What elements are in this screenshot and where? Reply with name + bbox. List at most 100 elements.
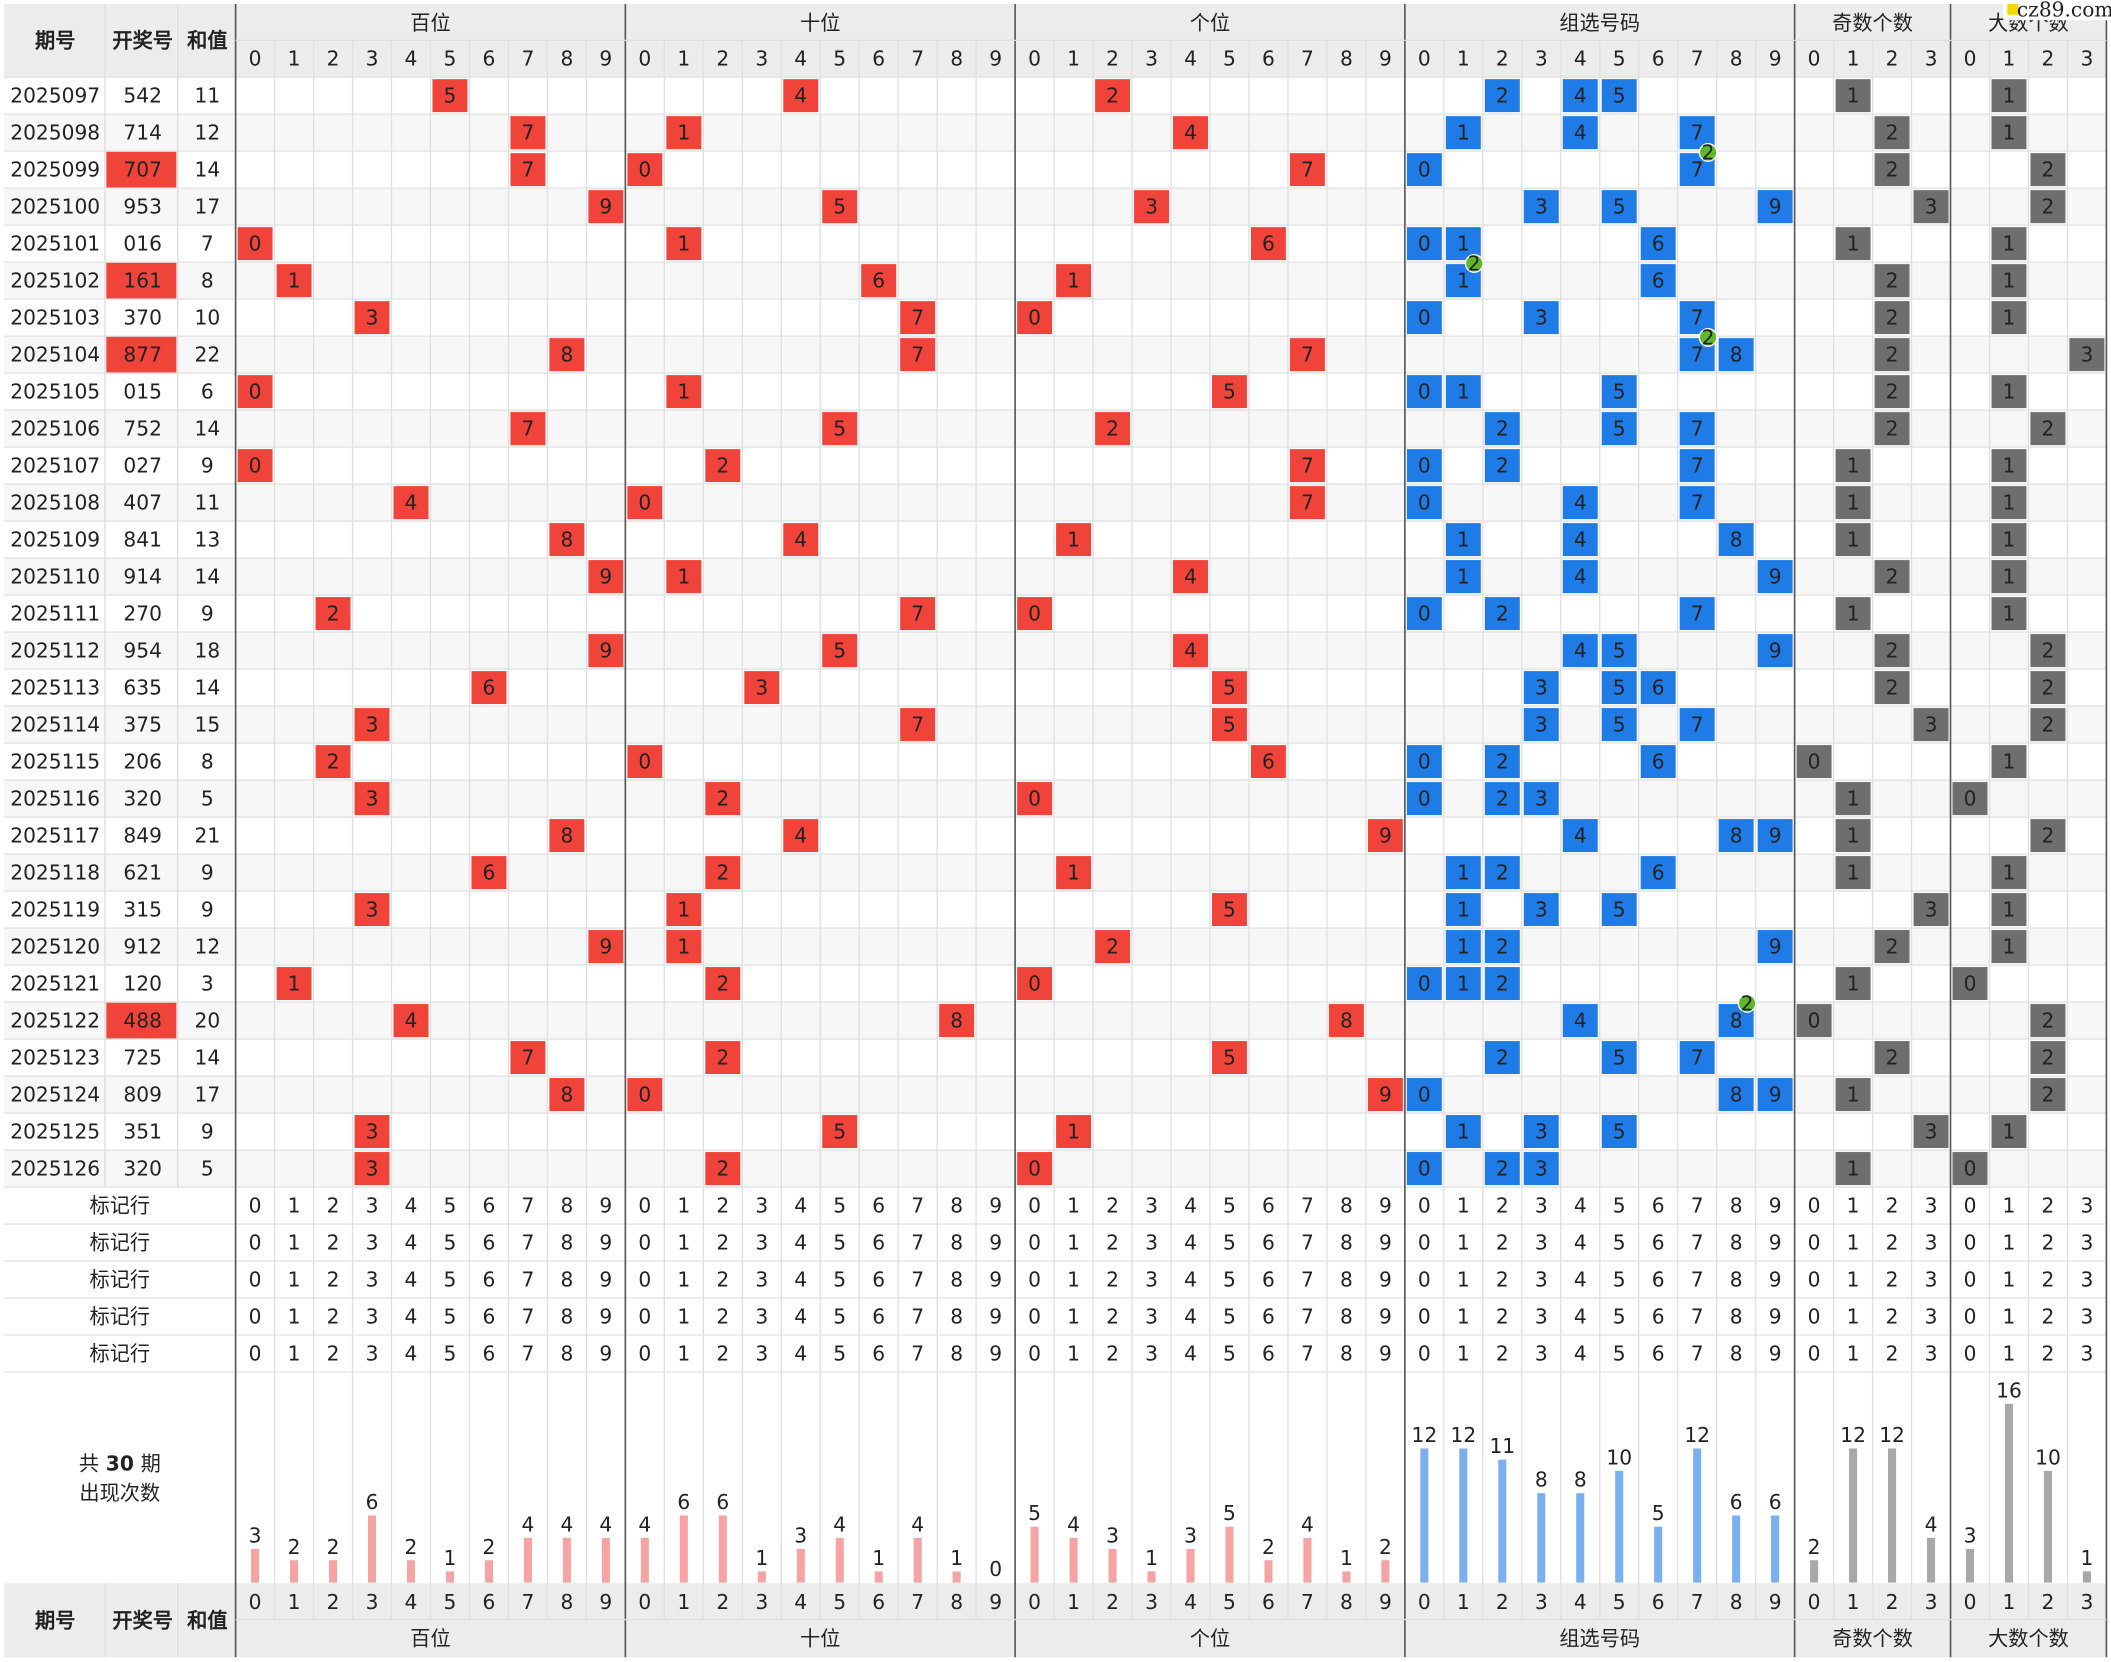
digit-header: 5	[444, 47, 457, 71]
big-count-cell	[1952, 967, 1988, 1001]
draw: 120	[123, 972, 162, 996]
position-digit: 3	[366, 306, 379, 330]
marker-digit: 3	[366, 1305, 379, 1329]
count-label: 12	[1450, 1423, 1476, 1447]
marker-digit: 9	[1379, 1305, 1392, 1329]
marker-digit: 6	[1262, 1194, 1275, 1218]
sum: 7	[201, 232, 214, 256]
odd-count: 1	[1847, 602, 1860, 626]
column-header: 期号	[35, 1608, 75, 1632]
count-label: 1	[950, 1546, 963, 1570]
position-digit-cell	[666, 116, 702, 150]
group-digit-cell	[1445, 893, 1481, 927]
count-label: 0	[989, 1557, 1002, 1581]
position-digit-cell	[276, 967, 312, 1001]
group-digit-cell	[1679, 708, 1715, 742]
digit-header: 1	[2003, 1590, 2016, 1614]
marker-digit: 8	[1340, 1194, 1353, 1218]
group-digit-cell	[1601, 79, 1637, 113]
draw: 877	[123, 343, 162, 367]
marker-digit: 6	[1652, 1194, 1665, 1218]
group-digit: 2	[1496, 935, 1509, 959]
marker-digit: 0	[638, 1194, 651, 1218]
section-title: 百位	[410, 1626, 450, 1650]
odd-count: 2	[1886, 158, 1899, 182]
digit-header: 2	[327, 1590, 340, 1614]
row-bg	[4, 410, 2107, 448]
digit-header: 6	[872, 47, 885, 71]
marker-digit: 5	[1223, 1194, 1236, 1218]
count-bar	[679, 1515, 688, 1583]
group-digit: 5	[1613, 380, 1626, 404]
group-digit: 2	[1496, 861, 1509, 885]
position-digit: 4	[1184, 565, 1197, 589]
big-count-cell	[1991, 449, 2027, 483]
big-count: 0	[1964, 972, 1977, 996]
marker-digit: 9	[1379, 1194, 1392, 1218]
digit-header: 8	[560, 47, 573, 71]
marker-digit: 3	[2081, 1342, 2094, 1366]
group-digit-cell	[1562, 486, 1598, 520]
draw: 315	[123, 898, 162, 922]
row-bg	[4, 114, 2107, 152]
big-count-cell	[1991, 597, 2027, 631]
position-digit-cell	[354, 1152, 390, 1186]
group-digit: 5	[1613, 1046, 1626, 1070]
position-digit-cell	[354, 708, 390, 742]
position-digit: 1	[677, 121, 690, 145]
group-digit-cell	[1445, 523, 1481, 557]
draw: 953	[123, 195, 162, 219]
marker-digit: 4	[405, 1342, 418, 1366]
group-digit-cell	[1562, 819, 1598, 853]
digit-header: 7	[521, 47, 534, 71]
group-digit: 7	[1691, 454, 1704, 478]
group-digit-cell	[1406, 782, 1442, 816]
position-digit: 5	[833, 1120, 846, 1144]
position-digit-cell	[354, 893, 390, 927]
marker-digit: 3	[366, 1194, 379, 1218]
column-header: 开奖号	[112, 28, 173, 52]
group-digit-cell	[1757, 190, 1793, 224]
position-digit: 5	[1223, 676, 1236, 700]
group-digit: 9	[1769, 1083, 1782, 1107]
position-digit-cell	[861, 264, 897, 298]
position-digit: 3	[366, 713, 379, 737]
row-bg	[4, 336, 2107, 374]
marker-digit: 3	[1145, 1342, 1158, 1366]
group-digit: 4	[1574, 1009, 1587, 1033]
position-digit: 2	[1106, 84, 1119, 108]
marker-digit: 3	[1925, 1194, 1938, 1218]
digit-header: 3	[755, 47, 768, 71]
count-bar	[835, 1537, 844, 1583]
repeat-count: 2	[1702, 140, 1715, 164]
digit-header: 2	[2042, 47, 2055, 71]
marker-digit: 9	[989, 1231, 1002, 1255]
odd-count: 0	[1808, 750, 1821, 774]
count-label: 12	[1411, 1423, 1437, 1447]
sum: 12	[194, 935, 220, 959]
marker-digit: 0	[638, 1231, 651, 1255]
marker-digit: 3	[2081, 1268, 2094, 1292]
total-prefix: 共	[79, 1451, 99, 1475]
position-digit-cell	[393, 486, 429, 520]
marker-digit: 8	[560, 1268, 573, 1292]
marker-digit: 0	[1964, 1231, 1977, 1255]
group-digit: 2	[1496, 417, 1509, 441]
row-bg	[4, 1150, 2107, 1188]
position-digit-cell	[783, 79, 819, 113]
marker-digit: 3	[1925, 1305, 1938, 1329]
issue: 2025107	[10, 454, 100, 478]
position-digit: 6	[1262, 750, 1275, 774]
position-digit-cell	[549, 1078, 585, 1112]
row-bg	[4, 706, 2107, 744]
occurrence-label: 出现次数	[79, 1481, 160, 1505]
marker-digit: 3	[1535, 1194, 1548, 1218]
position-digit: 7	[521, 417, 534, 441]
group-digit-cell	[1484, 745, 1520, 779]
draw: 707	[123, 158, 162, 182]
marker-digit: 4	[405, 1231, 418, 1255]
position-digit: 9	[1379, 1083, 1392, 1107]
sum: 14	[194, 1046, 220, 1070]
group-digit-cell	[1523, 671, 1559, 705]
marker-digit: 9	[1769, 1231, 1782, 1255]
